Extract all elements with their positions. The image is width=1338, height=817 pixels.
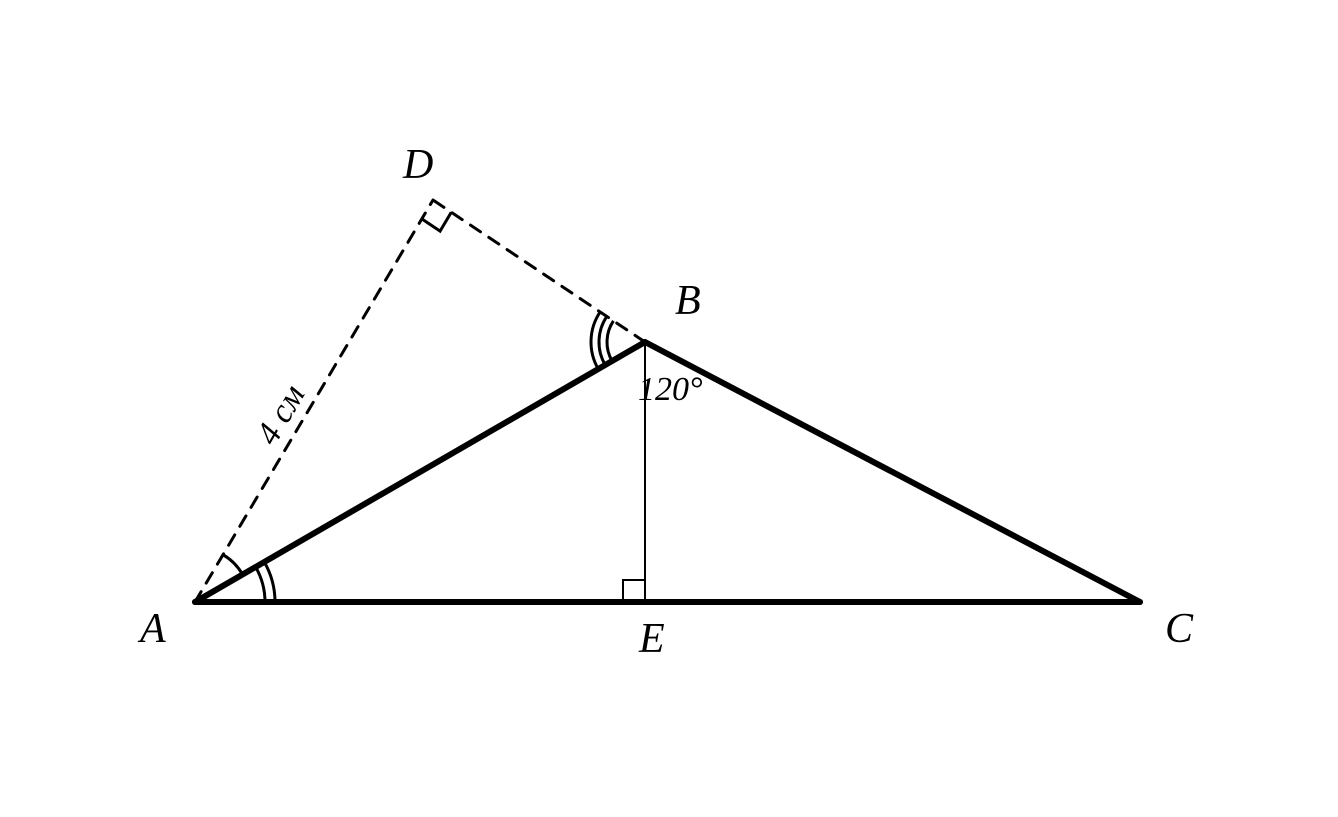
angle-label-B: 120°	[638, 371, 703, 408]
segment-B-D	[433, 200, 645, 342]
vertex-label-B: B	[675, 278, 701, 324]
vertex-label-A: A	[137, 606, 166, 652]
segment-A-D	[195, 200, 433, 602]
vertex-label-E: E	[638, 616, 665, 662]
vertex-label-D: D	[402, 142, 433, 188]
labels-layer: A B C D E 120° 4 см	[137, 142, 1194, 662]
segment-A-B	[195, 342, 645, 602]
vertex-label-C: C	[1165, 606, 1194, 652]
right-angle-mark-E	[623, 580, 645, 602]
angle-arc-B	[607, 321, 613, 361]
angle-arc-A	[223, 555, 243, 575]
right-angle-mark-D	[422, 212, 451, 231]
side-label-AD: 4 см	[249, 379, 312, 451]
angle-arc-A	[256, 567, 265, 602]
segment-B-C	[645, 342, 1140, 602]
geometry-diagram: A B C D E 120° 4 см	[0, 0, 1338, 817]
angle-arcs-layer	[223, 312, 613, 602]
